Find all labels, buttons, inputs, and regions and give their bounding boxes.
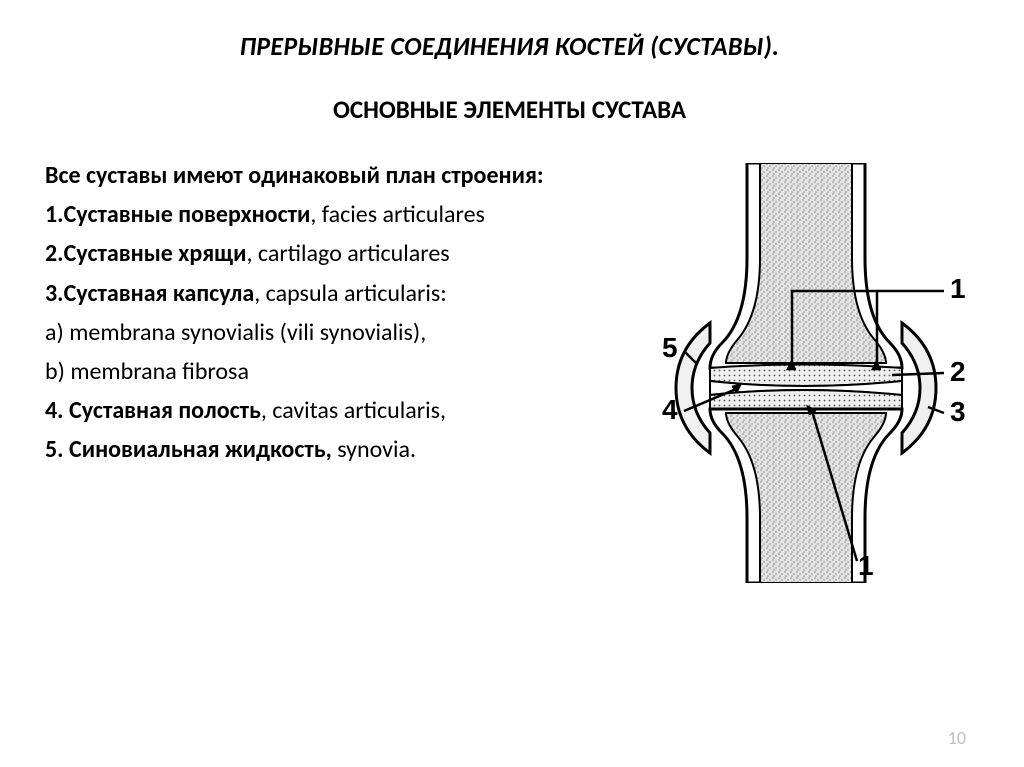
- item-bold: Суставная капсула: [64, 279, 255, 308]
- list-item: 2.Суставные хрящи, cartilago articulares: [45, 235, 644, 272]
- text-column: Все суставы имеют одинаковый план строен…: [45, 157, 644, 471]
- item-bold: Синовиальная жидкость,: [69, 435, 332, 464]
- item-num: 1.: [45, 200, 64, 229]
- label-2: 2: [950, 356, 966, 387]
- subitem: b) membrana fibrosa: [45, 353, 644, 390]
- item-num: 2.: [45, 239, 64, 268]
- page-subtitle: ОСНОВНЫЕ ЭЛЕМЕНТЫ СУСТАВА: [45, 94, 974, 125]
- item-num: 4.: [45, 396, 69, 425]
- item-bold: Суставные поверхности: [64, 200, 311, 229]
- item-rest: , facies articulares: [310, 200, 485, 229]
- label-3: 3: [950, 396, 966, 427]
- page-number: 10: [948, 727, 966, 749]
- item-num: 3.: [45, 279, 64, 308]
- upper-bone: [710, 163, 902, 368]
- label-1-top: 1: [950, 273, 966, 304]
- joint-diagram: 1 2 3 5 4 1: [652, 163, 972, 583]
- list-item: 1.Суставные поверхности, facies articula…: [45, 196, 644, 233]
- item-rest: , capsula articularis:: [254, 279, 446, 308]
- diagram-column: 1 2 3 5 4 1: [644, 157, 974, 583]
- page-title: ПРЕРЫВНЫЕ СОЕДИНЕНИЯ КОСТЕЙ (СУСТАВЫ).: [45, 30, 974, 62]
- capsule-right: [902, 323, 936, 453]
- list-item: 3.Суставная капсула, capsula articularis…: [45, 275, 644, 312]
- content-row: Все суставы имеют одинаковый план строен…: [45, 157, 974, 583]
- intro-line: Все суставы имеют одинаковый план строен…: [45, 157, 644, 194]
- item-rest: , cavitas articularis,: [261, 396, 446, 425]
- capsule-left: [676, 323, 710, 453]
- list-item: 5. Синовиальная жидкость, synovia.: [45, 431, 644, 468]
- item-bold: Суставные хрящи: [64, 239, 247, 268]
- item-rest: synovia.: [332, 435, 416, 464]
- label-4: 4: [662, 394, 678, 425]
- item-bold: Суставная полость: [69, 396, 261, 425]
- list-item: 4. Суставная полость, cavitas articulari…: [45, 392, 644, 429]
- label-5: 5: [662, 332, 678, 363]
- item-num: 5.: [45, 435, 69, 464]
- item-rest: , cartilago articulares: [246, 239, 449, 268]
- label-1-bottom: 1: [858, 550, 874, 581]
- subitem: a) membrana synovialis (vili synovialis)…: [45, 314, 644, 351]
